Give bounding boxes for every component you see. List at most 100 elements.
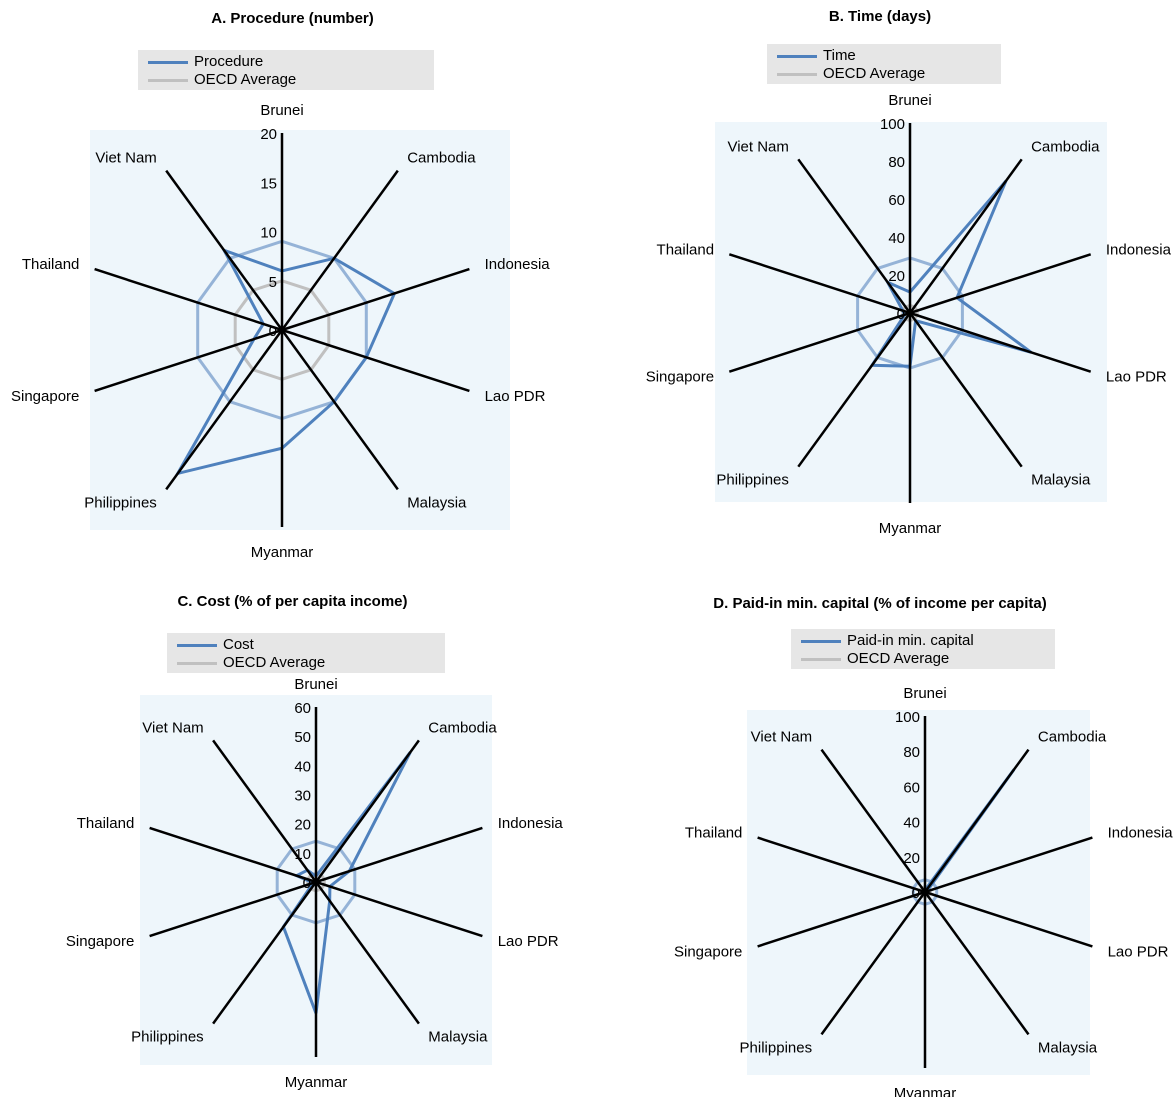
axis-lao-pdr [281, 328, 470, 393]
legend-swatch-series [148, 60, 188, 64]
axis-indonesia [924, 836, 1093, 894]
tick-label: 80 [903, 744, 920, 761]
tick-label: 0 [269, 323, 277, 340]
tick-label: 40 [903, 815, 920, 832]
axis-label-malaysia: Malaysia [407, 494, 467, 511]
axis-malaysia [314, 881, 420, 1025]
tick-label: 20 [888, 268, 905, 285]
axis-label-myanmar: Myanmar [879, 520, 942, 537]
tick-label: 15 [260, 175, 277, 192]
axis-singapore [94, 328, 283, 393]
tick-label: 40 [888, 230, 905, 247]
chart-panel-d: D. Paid-in min. capital (% of income per… [585, 585, 1175, 1097]
legend-item-series: Procedure [148, 53, 426, 71]
tick-label: 20 [260, 126, 277, 143]
legend-label: OECD Average [223, 654, 326, 671]
axis-label-myanmar: Myanmar [894, 1085, 957, 1097]
tick-label: 0 [897, 306, 905, 323]
axis-indonesia [315, 826, 483, 884]
tick-label: 20 [903, 850, 920, 867]
tick-label: 80 [888, 154, 905, 171]
axis-cambodia [923, 748, 1030, 893]
legend-label: OECD Average [847, 650, 950, 667]
axis-label-singapore: Singapore [11, 388, 79, 405]
axis-label-viet-nam: Viet Nam [95, 150, 156, 167]
axis-singapore [149, 880, 317, 938]
axis-label-lao-pdr: Lao PDR [1108, 943, 1169, 960]
axis-philippines [797, 312, 912, 468]
legend-item-oecd: OECD Average [148, 71, 426, 89]
axis-label-lao-pdr: Lao PDR [485, 388, 546, 405]
axis-label-viet-nam: Viet Nam [142, 720, 203, 737]
chart-panel-a: A. Procedure (number) Procedure OECD Ave… [0, 0, 585, 561]
tick-label: 0 [912, 885, 920, 902]
legend: Paid-in min. capital OECD Average [791, 629, 1055, 669]
chart-title: B. Time (days) [828, 8, 932, 25]
tick-label: 100 [895, 709, 920, 726]
tick-label: 30 [294, 788, 311, 805]
axis-label-thailand: Thailand [77, 815, 135, 832]
tick-label: 40 [294, 758, 311, 775]
axis-singapore [728, 311, 911, 373]
axis-philippines [212, 881, 318, 1025]
chart-panel-c: C. Cost (% of per capita income) Cost OE… [0, 585, 585, 1097]
axis-label-malaysia: Malaysia [1031, 472, 1091, 489]
axis-label-myanmar: Myanmar [251, 544, 314, 561]
axis-label-lao-pdr: Lao PDR [498, 933, 559, 950]
axis-label-thailand: Thailand [22, 256, 80, 273]
axis-label-philippines: Philippines [131, 1029, 204, 1046]
chart-title: D. Paid-in min. capital (% of income per… [713, 595, 1047, 612]
chart-title: C. Cost (% of per capita income) [177, 593, 408, 610]
axis-thailand [149, 826, 317, 884]
axis-thailand [757, 836, 926, 894]
radar-chart: Brunei Cambodia Indonesia Lao PDR Malaysia My… [66, 676, 564, 1091]
axis-lao-pdr [909, 311, 1092, 373]
axis-label-singapore: Singapore [646, 369, 714, 386]
tick-label: 50 [294, 729, 311, 746]
legend-item-series: Cost [177, 636, 437, 654]
axis-malaysia [923, 891, 1030, 1036]
chart-title: A. Procedure (number) [211, 10, 374, 27]
chart-panel-b: B. Time (days) Time OECD Average Brunei C… [585, 0, 1175, 560]
axis-label-viet-nam: Viet Nam [727, 138, 788, 155]
legend-item-series: Time [777, 47, 993, 65]
axis-label-singapore: Singapore [66, 933, 134, 950]
axis-label-brunei: Brunei [903, 685, 946, 702]
tick-label: 5 [269, 274, 277, 291]
axis-label-indonesia: Indonesia [1108, 825, 1174, 842]
axis-malaysia [908, 312, 1023, 468]
axis-label-philippines: Philippines [716, 472, 789, 489]
legend-label: OECD Average [194, 71, 297, 88]
axis-label-lao-pdr: Lao PDR [1106, 369, 1167, 386]
legend-item-series: Paid-in min. capital [801, 632, 1047, 650]
axis-cambodia [908, 158, 1023, 314]
axis-philippines [820, 891, 927, 1036]
legend-swatch-oecd [777, 72, 817, 76]
legend-item-oecd: OECD Average [777, 65, 993, 83]
axis-label-singapore: Singapore [674, 943, 742, 960]
legend-swatch-series [777, 54, 817, 58]
legend: Time OECD Average [767, 44, 1001, 84]
axis-indonesia [281, 267, 470, 332]
tick-label: 0 [303, 875, 311, 892]
legend-label: OECD Average [823, 65, 926, 82]
axis-label-malaysia: Malaysia [1038, 1039, 1098, 1056]
axis-singapore [757, 890, 926, 948]
axis-viet-nam [797, 158, 912, 314]
legend: Procedure OECD Average [138, 50, 434, 90]
radar-chart: Brunei Cambodia Indonesia Lao PDR Malaysia My… [646, 92, 1172, 537]
legend-swatch-series [177, 643, 217, 647]
axis-label-thailand: Thailand [657, 241, 715, 258]
legend-label: Paid-in min. capital [847, 632, 974, 649]
axis-label-malaysia: Malaysia [428, 1029, 488, 1046]
axis-label-indonesia: Indonesia [485, 256, 551, 273]
axis-label-philippines: Philippines [84, 494, 157, 511]
axis-label-cambodia: Cambodia [1031, 138, 1100, 155]
axis-label-cambodia: Cambodia [1038, 729, 1107, 746]
axis-viet-nam [212, 739, 318, 883]
legend-label: Cost [223, 636, 254, 653]
axis-label-brunei: Brunei [294, 676, 337, 693]
axis-lao-pdr [924, 890, 1093, 948]
radar-chart: Brunei Cambodia Indonesia Lao PDR Malaysia My… [11, 102, 551, 561]
legend-swatch-oecd [177, 661, 217, 665]
